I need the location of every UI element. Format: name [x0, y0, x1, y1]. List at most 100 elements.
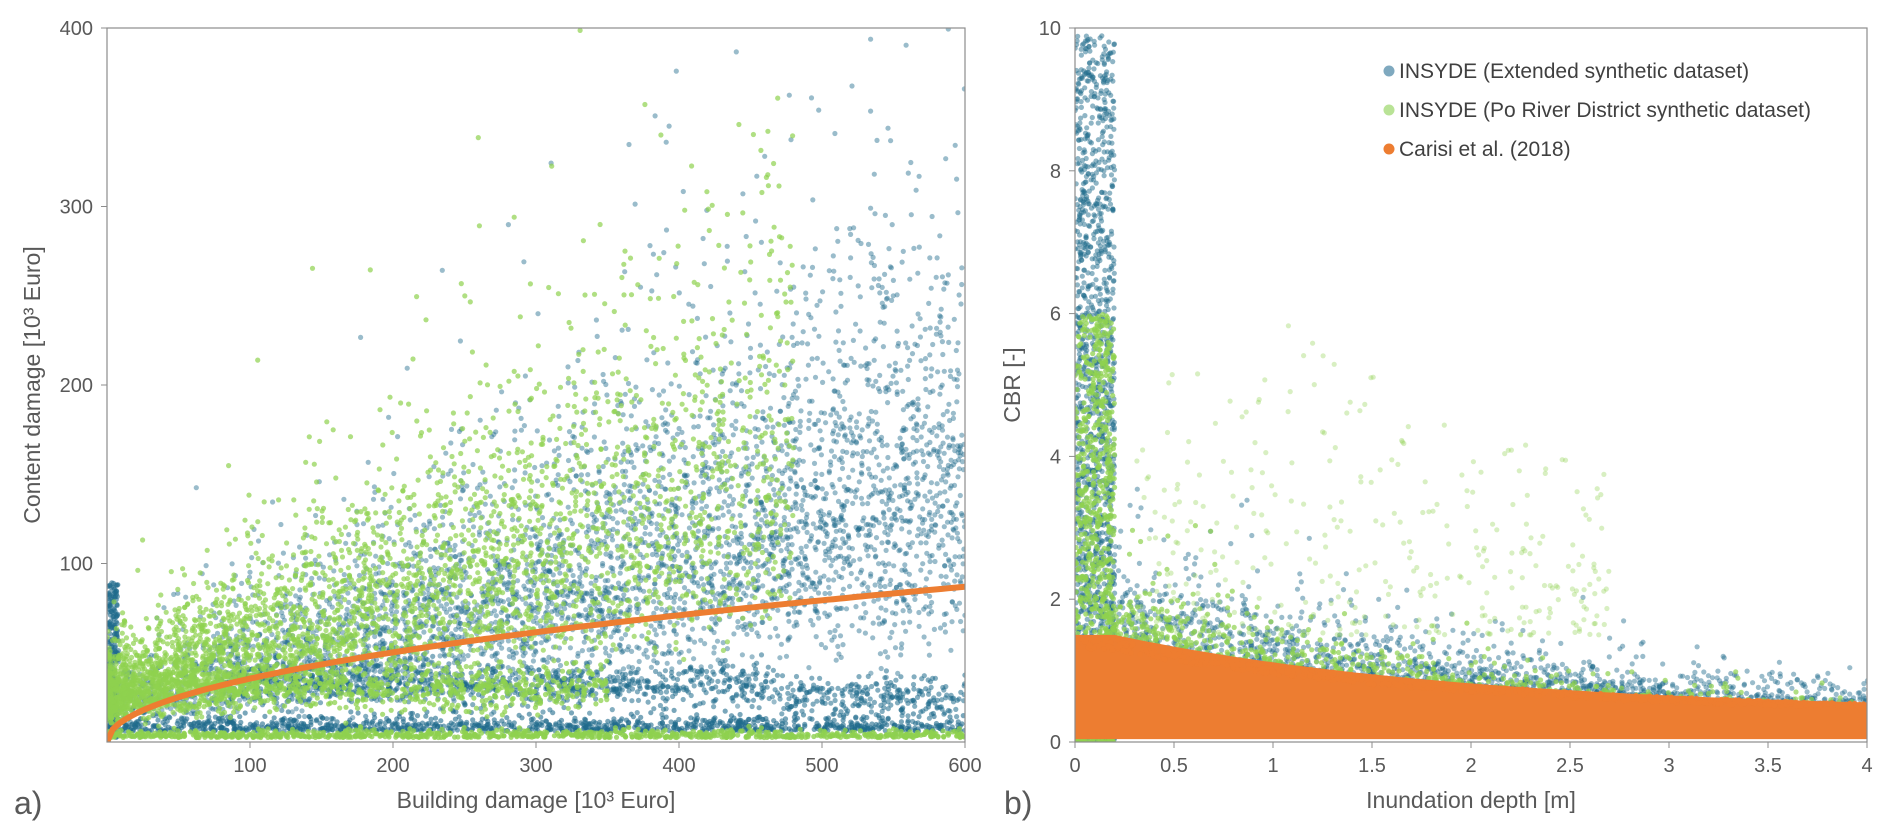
extended-point	[882, 212, 889, 218]
extended-point	[673, 591, 679, 598]
extended-point	[816, 615, 822, 621]
extended-point	[789, 566, 795, 572]
extended-point	[620, 676, 626, 683]
extended-point	[793, 673, 800, 680]
extended-point	[565, 614, 571, 621]
extended-point	[943, 695, 949, 701]
extended-point	[691, 639, 698, 645]
extended-point	[961, 86, 965, 92]
extended-point	[910, 402, 916, 408]
extended-point	[842, 432, 848, 438]
extended-point	[865, 382, 871, 388]
extended-point	[744, 483, 751, 489]
extended-point	[853, 524, 859, 530]
extended-point	[817, 575, 823, 581]
extended-point	[647, 243, 653, 249]
extended-point	[889, 629, 895, 635]
extended-point	[683, 473, 689, 479]
extended-point	[676, 538, 682, 544]
extended-point	[659, 606, 665, 613]
extended-point	[809, 580, 816, 586]
extended-point	[690, 574, 697, 580]
extended-point	[892, 483, 898, 489]
extended-point	[686, 301, 692, 307]
extended-point	[788, 560, 794, 566]
extended-point	[802, 488, 808, 494]
extended-point	[743, 593, 749, 599]
extended-point	[883, 289, 889, 295]
extended-point	[236, 697, 243, 704]
extended-point	[493, 429, 499, 435]
extended-point	[931, 446, 937, 453]
extended-point	[894, 506, 900, 512]
extended-point	[952, 603, 958, 609]
extended-point	[907, 505, 913, 512]
extended-point	[928, 480, 935, 486]
extended-point	[838, 654, 844, 661]
extended-point	[586, 527, 592, 533]
extended-point	[720, 448, 726, 455]
extended-point	[620, 412, 626, 418]
extended-point	[829, 637, 835, 643]
extended-point	[909, 351, 916, 357]
extended-point	[566, 429, 573, 435]
extended-point	[934, 481, 940, 487]
extended-point	[809, 675, 815, 681]
extended-point	[919, 516, 926, 522]
extended-point	[913, 187, 919, 193]
extended-point	[625, 380, 632, 387]
extended-point	[847, 561, 853, 567]
extended-point	[900, 620, 907, 626]
extended-point	[727, 453, 733, 460]
extended-point	[641, 588, 647, 594]
extended-point	[430, 623, 436, 629]
extended-point	[691, 656, 697, 662]
extended-point	[747, 370, 753, 376]
extended-point	[729, 422, 735, 428]
extended-point	[820, 289, 826, 295]
extended-point	[730, 576, 736, 582]
extended-point	[661, 630, 667, 636]
extended-point	[876, 462, 882, 468]
extended-point	[665, 360, 671, 366]
extended-point	[940, 440, 946, 446]
extended-point	[620, 440, 626, 446]
extended-point	[885, 125, 891, 131]
extended-point	[859, 471, 865, 477]
extended-point	[813, 471, 819, 477]
extended-point	[954, 367, 961, 373]
extended-point	[952, 578, 958, 584]
extended-point	[797, 429, 803, 435]
extended-point	[682, 600, 688, 606]
extended-point	[614, 520, 621, 526]
extended-point	[610, 516, 616, 522]
extended-point	[835, 643, 841, 650]
extended-point	[738, 534, 745, 540]
extended-point	[726, 509, 732, 515]
extended-point	[959, 512, 965, 519]
extended-point	[928, 684, 934, 691]
extended-point	[959, 459, 965, 465]
extended-point	[875, 490, 881, 496]
extended-point	[407, 655, 413, 661]
extended-point	[830, 276, 836, 282]
extended-point	[709, 603, 716, 610]
extended-point	[957, 443, 963, 449]
extended-point	[556, 452, 562, 458]
extended-point	[840, 566, 846, 572]
extended-point	[932, 675, 939, 681]
extended-point	[863, 522, 869, 528]
extended-point	[853, 604, 859, 610]
extended-point	[607, 553, 613, 559]
extended-point	[629, 459, 635, 465]
extended-point	[740, 191, 746, 197]
extended-point	[676, 651, 682, 657]
extended-point	[731, 578, 737, 584]
extended-point	[856, 532, 862, 538]
extended-point	[752, 666, 759, 672]
extended-point	[938, 444, 944, 450]
extended-point	[884, 442, 890, 448]
extended-point	[593, 517, 600, 523]
extended-point	[808, 442, 814, 448]
